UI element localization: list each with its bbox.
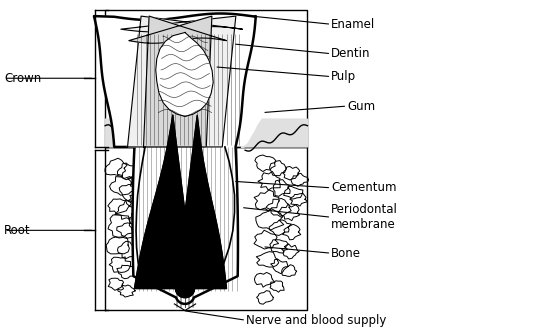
Text: Root: Root [4, 224, 30, 237]
Text: Pulp: Pulp [331, 70, 356, 83]
Polygon shape [241, 119, 308, 147]
Polygon shape [156, 32, 213, 116]
Polygon shape [121, 16, 242, 147]
Text: Cementum: Cementum [331, 181, 397, 194]
Text: Dentin: Dentin [331, 47, 371, 60]
Polygon shape [134, 115, 226, 298]
Text: Enamel: Enamel [331, 18, 376, 31]
Text: Crown: Crown [4, 72, 41, 85]
Polygon shape [105, 119, 161, 147]
Polygon shape [105, 10, 308, 147]
Text: Periodontal
membrane: Periodontal membrane [331, 203, 398, 231]
Text: Gum: Gum [347, 100, 376, 113]
Text: Nerve and blood supply: Nerve and blood supply [246, 314, 387, 327]
Polygon shape [129, 16, 226, 147]
Text: Bone: Bone [331, 247, 361, 260]
Polygon shape [105, 147, 308, 311]
Polygon shape [94, 14, 256, 304]
